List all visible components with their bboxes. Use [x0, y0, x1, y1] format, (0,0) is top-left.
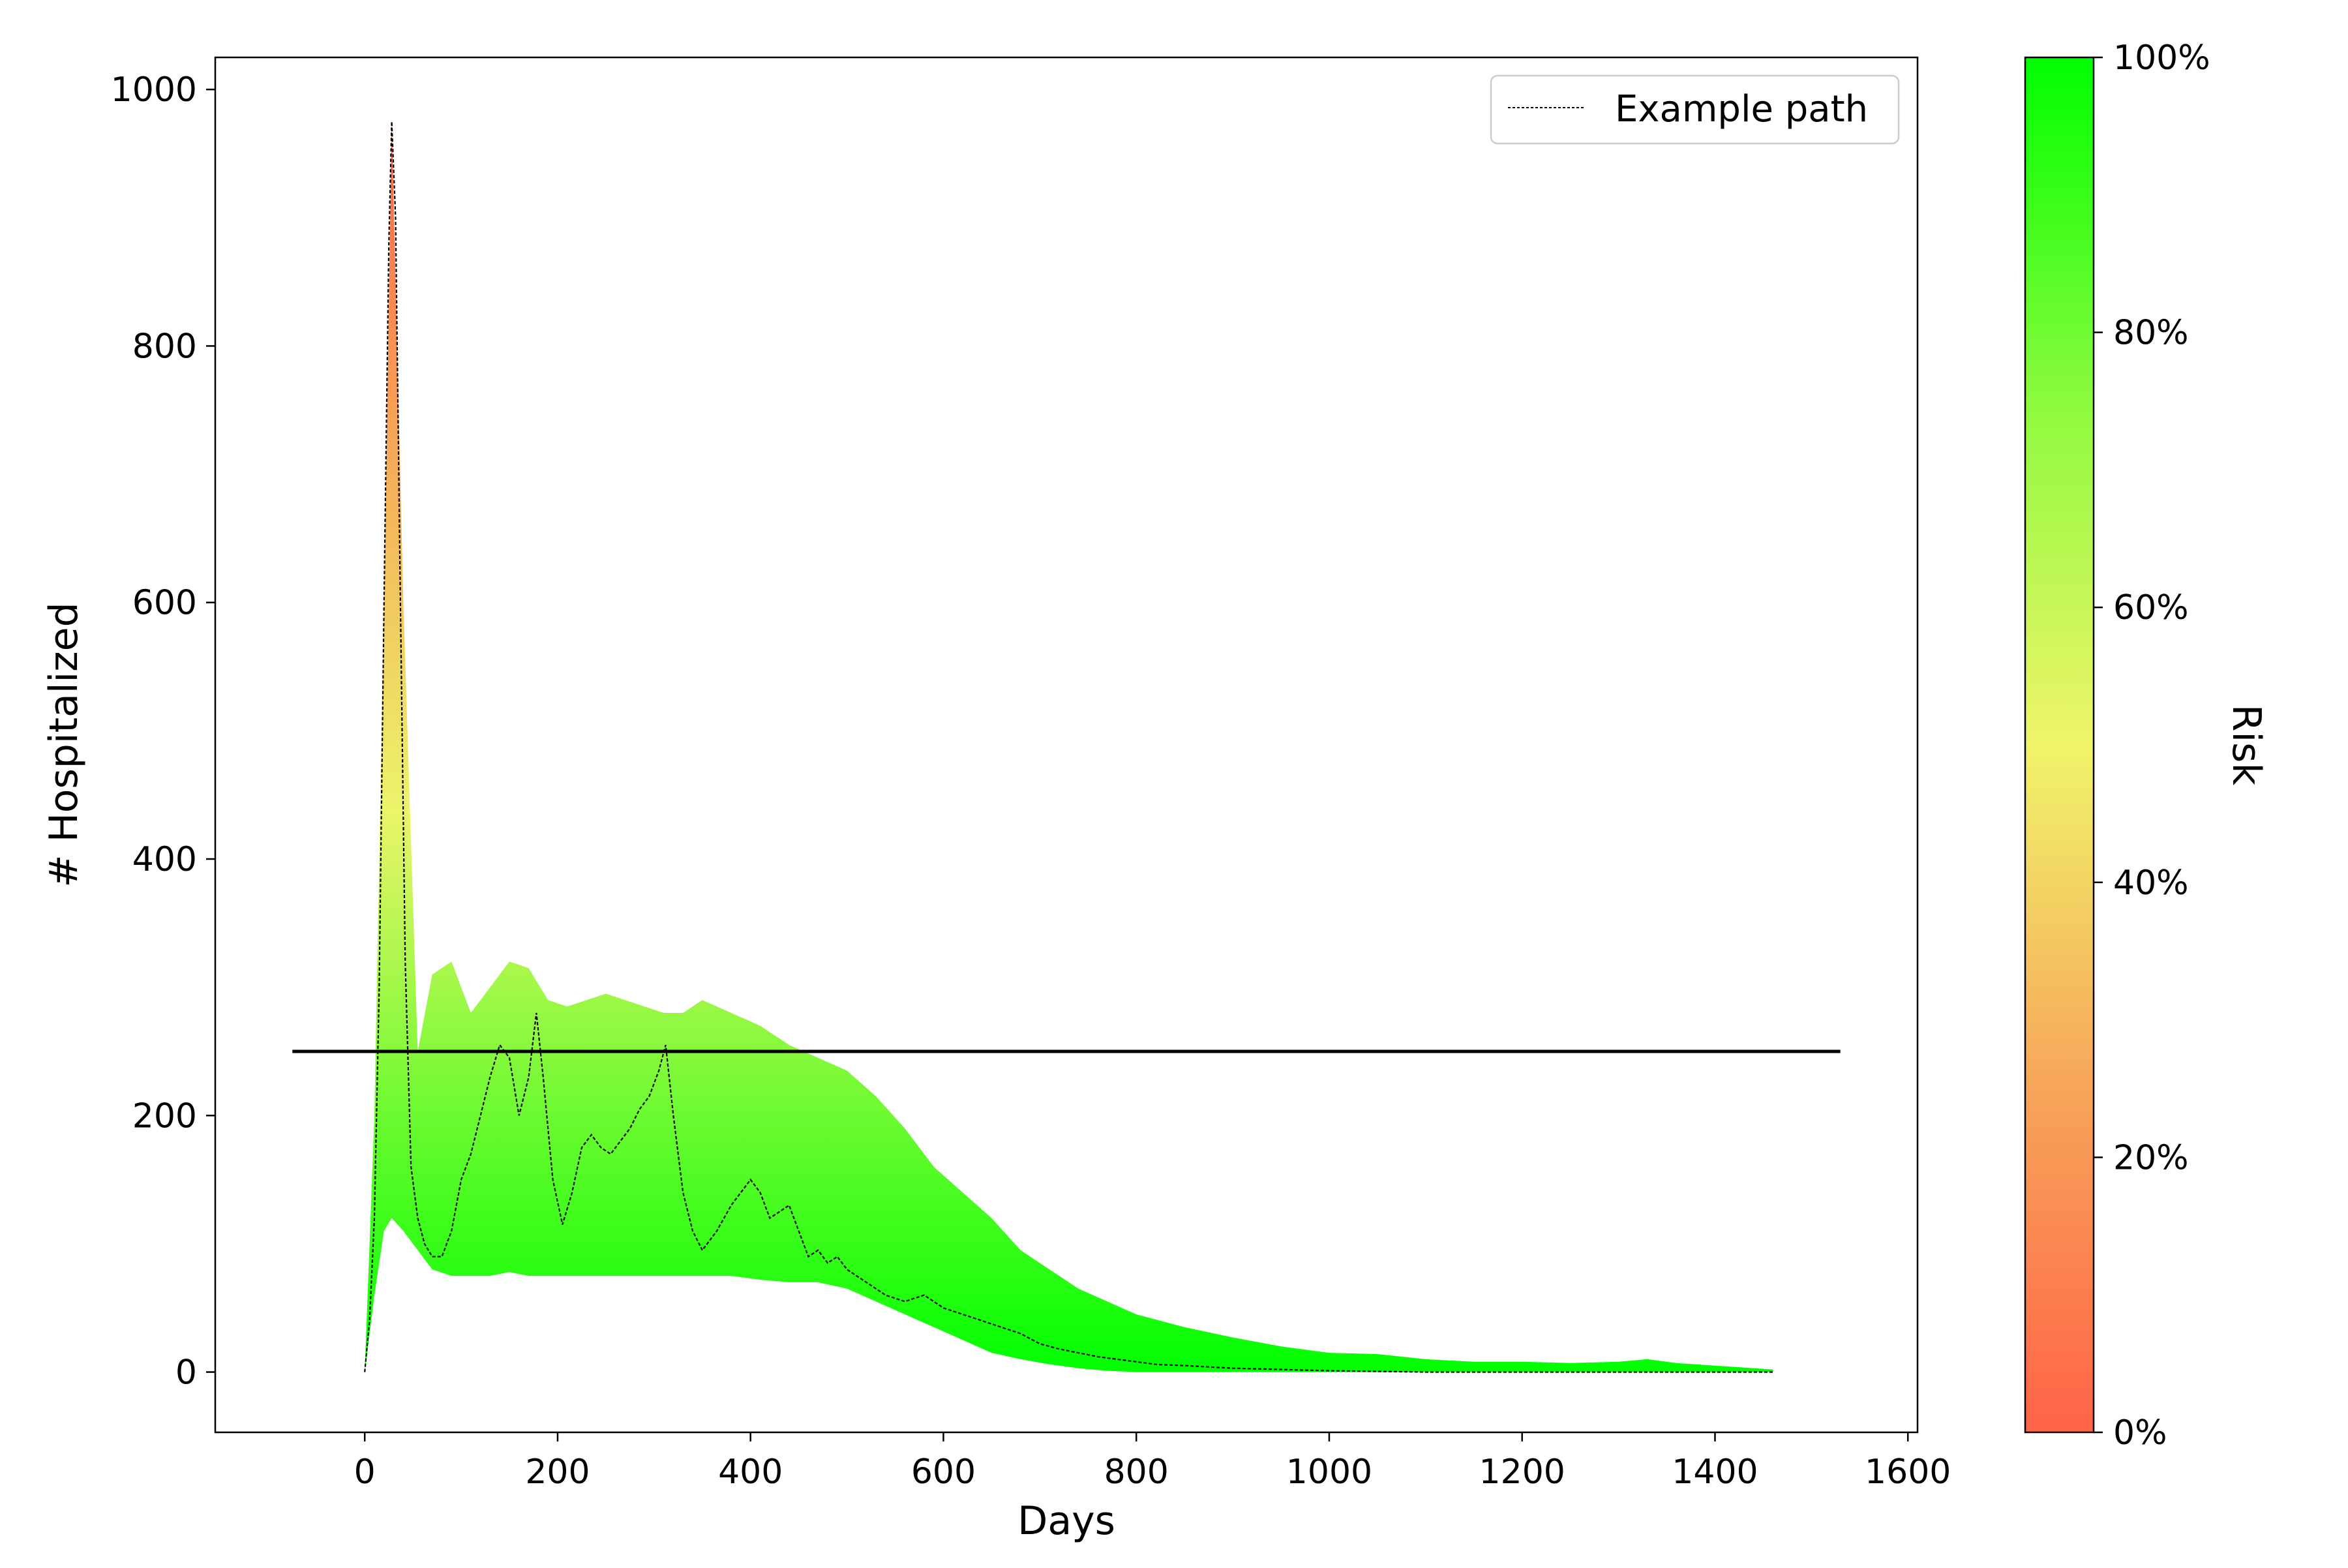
x-axis-ticks: 0 200 400 600 800 1000 1200 1400 1600 — [354, 1432, 1951, 1492]
x-tick-label: 1600 — [1865, 1453, 1951, 1492]
x-tick-label: 1200 — [1479, 1453, 1565, 1492]
colorbar-tick-label: 40% — [2113, 864, 2189, 903]
y-tick-label: 0 — [175, 1353, 197, 1393]
example-path-line — [364, 121, 1773, 1373]
example-path — [364, 121, 1773, 1373]
x-tick-label: 1400 — [1672, 1453, 1758, 1492]
legend: Example path — [1490, 74, 1900, 145]
legend-label: Example path — [1615, 88, 1868, 130]
colorbar-tick-label: 20% — [2113, 1138, 2189, 1177]
y-tick-label: 200 — [132, 1096, 197, 1136]
colorbar-tick-label: 60% — [2113, 588, 2189, 627]
x-axis-label: Days — [1017, 1498, 1115, 1544]
x-tick-label: 400 — [718, 1453, 783, 1492]
legend-box — [1490, 74, 1900, 145]
colorbar — [2024, 56, 2095, 1434]
y-axis-label: # Hospitalized — [41, 602, 87, 887]
colorbar-ticks: 0% 20% 40% 60% 80% 100% — [2094, 38, 2210, 1453]
risk-band — [365, 121, 1773, 1372]
colorbar-tick-label: 0% — [2113, 1413, 2167, 1453]
colorbar-label: Risk — [2223, 704, 2269, 786]
y-tick-label: 1000 — [111, 70, 197, 110]
y-axis-ticks: 0 200 400 600 800 1000 — [111, 70, 215, 1393]
x-tick-label: 200 — [525, 1453, 590, 1492]
x-tick-label: 1000 — [1286, 1453, 1372, 1492]
y-tick-label: 800 — [132, 327, 197, 366]
colorbar-tick-label: 80% — [2113, 314, 2189, 353]
x-tick-label: 600 — [911, 1453, 976, 1492]
band-area — [365, 121, 1773, 1372]
y-tick-label: 400 — [132, 840, 197, 879]
plot-frame — [214, 56, 1919, 1434]
x-tick-label: 0 — [354, 1453, 376, 1492]
y-tick-label: 600 — [132, 584, 197, 623]
x-tick-label: 800 — [1104, 1453, 1169, 1492]
colorbar-tick-label: 100% — [2113, 38, 2210, 78]
